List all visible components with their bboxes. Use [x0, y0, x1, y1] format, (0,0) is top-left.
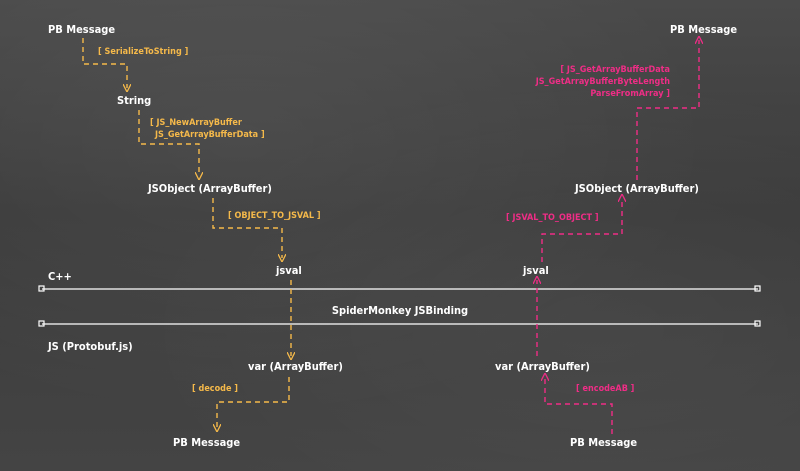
arrow-serialize	[82, 38, 127, 88]
arrow-decode	[217, 377, 290, 428]
encode-pb-message-bottom: PB Message	[570, 436, 637, 449]
decode-pb-message-top: PB Message	[48, 23, 115, 36]
encode-node-jsobject: JSObject (ArrayBuffer)	[574, 182, 699, 195]
label-jsval-to-object: [ JSVAL_TO_OBJECT ]	[506, 213, 599, 223]
node-string: String	[117, 94, 151, 107]
label-get-arraybuffer-data: [ JS_GetArrayBufferData	[560, 65, 670, 75]
arrow-parse-from-array	[636, 40, 699, 180]
label-object-to-jsval: [ OBJECT_TO_JSVAL ]	[228, 211, 321, 221]
decode-pb-message-bottom: PB Message	[173, 436, 240, 449]
arrow-jsval-to-object	[541, 198, 622, 262]
cpp-layer-label: C++	[48, 270, 72, 283]
label-parse-from-array: ParseFromArray ]	[590, 89, 670, 99]
label-encodeab: [ encodeAB ]	[576, 384, 634, 394]
encode-node-var-arraybuffer: var (ArrayBuffer)	[495, 360, 590, 373]
arrow-encodeab	[545, 377, 613, 434]
encode-node-jsval: jsval	[522, 264, 549, 277]
decode-node-jsval: jsval	[275, 264, 302, 277]
js-layer-label: JS (Protobuf.js)	[47, 340, 133, 353]
label-new-arraybuffer-2: JS_GetArrayBufferData ]	[154, 130, 265, 140]
label-serialize: [ SerializeToString ]	[98, 47, 188, 57]
decode-node-jsobject: JSObject (ArrayBuffer)	[147, 182, 272, 195]
decode-node-var-arraybuffer: var (ArrayBuffer)	[248, 360, 343, 373]
binding-layer-label: SpiderMonkey JSBinding	[332, 304, 468, 317]
label-get-arraybuffer-bytelength: JS_GetArrayBufferByteLength	[535, 77, 671, 87]
label-new-arraybuffer-1: [ JS_NewArrayBuffer	[150, 118, 242, 128]
encode-pb-message-top: PB Message	[670, 23, 737, 36]
label-decode: [ decode ]	[192, 384, 238, 394]
arrow-new-arraybuffer	[138, 110, 199, 176]
cpp-binding-rail	[38, 285, 761, 292]
arrow-object-to-jsval	[212, 198, 282, 258]
binding-js-rail	[38, 320, 761, 327]
